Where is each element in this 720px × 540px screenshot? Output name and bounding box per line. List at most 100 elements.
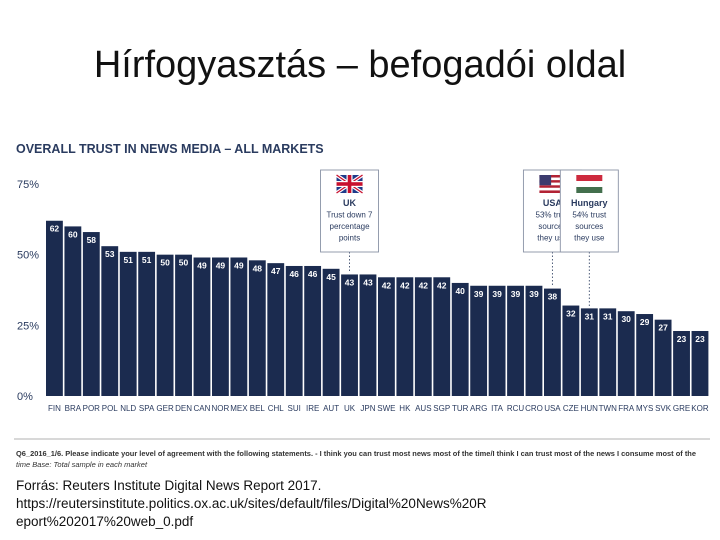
callout-text: Hungary xyxy=(571,198,608,208)
data-label: 49 xyxy=(234,260,244,270)
bar xyxy=(82,232,100,396)
data-label: 32 xyxy=(566,309,576,319)
bar xyxy=(617,311,635,396)
callout-text: 53% trust xyxy=(536,211,571,220)
callout-text: USA xyxy=(543,198,563,208)
bar xyxy=(507,285,524,396)
data-label: 29 xyxy=(640,317,650,327)
data-label: 23 xyxy=(695,334,705,344)
data-label: 48 xyxy=(253,263,263,273)
data-label: 45 xyxy=(326,272,336,282)
x-tick-label: AUT xyxy=(323,404,339,413)
data-label: 31 xyxy=(603,311,613,321)
data-label: 39 xyxy=(474,289,484,299)
bar xyxy=(359,274,377,396)
x-tick-label: SWE xyxy=(377,404,395,413)
source-line: Forrás: Reuters Institute Digital News R… xyxy=(16,478,322,493)
x-tick-label: FIN xyxy=(48,404,61,413)
bars xyxy=(46,220,709,396)
slide-title: Hírfogyasztás – befogadói oldal xyxy=(93,44,627,86)
data-label: 58 xyxy=(87,235,97,245)
source-line: https://reutersinstitute.politics.ox.ac.… xyxy=(16,496,487,511)
data-label: 31 xyxy=(585,311,595,321)
y-tick-label: 25% xyxy=(17,320,39,332)
callout-text: sources xyxy=(538,222,566,231)
x-tick-label: IRE xyxy=(306,404,319,413)
x-tick-label: RCU xyxy=(507,404,525,413)
bar xyxy=(488,285,506,396)
x-tick-label: KOR xyxy=(691,404,709,413)
value-labels: 62 60 58 53 51 51 50 50 49 49 49 48 47 46 46 45 43 43 42 42… xyxy=(50,224,705,344)
bar xyxy=(341,274,358,396)
x-tick-label: UK xyxy=(344,404,356,413)
callouts: UK Trust down 7 percentage points USA 53% tru… xyxy=(320,169,619,307)
data-label: 43 xyxy=(363,277,373,287)
bar xyxy=(322,268,340,396)
data-label: 53 xyxy=(105,249,115,259)
bar xyxy=(433,277,451,396)
bar xyxy=(138,251,156,396)
data-label: 49 xyxy=(216,260,226,270)
x-tick-label: HUN xyxy=(581,404,599,413)
chart-title: OVERALL TRUST IN NEWS MEDIA – ALL MARKET… xyxy=(16,142,324,156)
data-label: 50 xyxy=(179,258,189,268)
category-labels: FIN BRA POR POL NLD SPA GER DEN CAN NOR MEX BEL CHL S… xyxy=(48,404,709,413)
bar xyxy=(248,260,266,396)
x-tick-label: GRE xyxy=(673,404,690,413)
data-label: 62 xyxy=(50,224,60,234)
x-tick-label: CAN xyxy=(194,404,211,413)
bar xyxy=(267,263,285,396)
data-label: 30 xyxy=(621,314,631,324)
data-label: 60 xyxy=(68,229,78,239)
x-tick-label: GER xyxy=(156,404,174,413)
bar xyxy=(46,220,63,396)
callout-text: points xyxy=(339,234,360,243)
x-tick-label: ITA xyxy=(491,404,504,413)
x-tick-label: NOR xyxy=(212,404,230,413)
bar xyxy=(64,226,82,396)
source-note: Forrás: Reuters Institute Digital News R… xyxy=(16,477,616,531)
x-tick-label: MEX xyxy=(230,404,248,413)
bar xyxy=(119,251,137,396)
bar xyxy=(156,254,174,396)
x-tick-label: ARG xyxy=(470,404,487,413)
x-tick-label: DEN xyxy=(175,404,192,413)
data-label: 40 xyxy=(455,286,465,296)
data-label: 46 xyxy=(289,269,299,279)
footnote-line-1: Q6_2016_1/6. Please indicate your level … xyxy=(16,449,696,458)
x-tick-label: SVK xyxy=(655,404,672,413)
x-tick-label: TWN xyxy=(599,404,617,413)
bar xyxy=(525,285,543,396)
bar xyxy=(562,305,580,396)
bar xyxy=(654,319,672,396)
x-tick-label: BEL xyxy=(250,404,266,413)
data-label: 42 xyxy=(419,280,429,290)
data-label: 49 xyxy=(197,260,207,270)
bar xyxy=(304,265,322,396)
x-tick-label: MYS xyxy=(636,404,653,413)
x-tick-label: FRA xyxy=(618,404,635,413)
bar xyxy=(378,277,395,396)
callout-text: UK xyxy=(343,198,356,208)
bar xyxy=(691,330,709,396)
x-tick-label: BRA xyxy=(65,404,82,413)
callout-text: sources xyxy=(575,222,603,231)
bar xyxy=(599,308,617,396)
data-label: 47 xyxy=(271,266,281,276)
source-line: eport%202017%20web_0.pdf xyxy=(16,514,194,529)
x-tick-label: SPA xyxy=(139,404,155,413)
data-label: 42 xyxy=(382,280,392,290)
uk-flag-icon xyxy=(335,173,364,195)
y-axis: 0% 25% 50% 75% xyxy=(17,179,39,403)
data-label: 42 xyxy=(437,280,447,290)
bar xyxy=(673,330,690,396)
bar xyxy=(230,257,248,396)
x-tick-label: SGP xyxy=(433,404,450,413)
data-label: 27 xyxy=(658,323,668,333)
x-tick-label: NLD xyxy=(120,404,136,413)
bar xyxy=(451,282,469,396)
data-label: 39 xyxy=(529,289,539,299)
data-label: 51 xyxy=(142,255,152,265)
bar xyxy=(101,246,119,396)
x-tick-label: TUR xyxy=(452,404,469,413)
